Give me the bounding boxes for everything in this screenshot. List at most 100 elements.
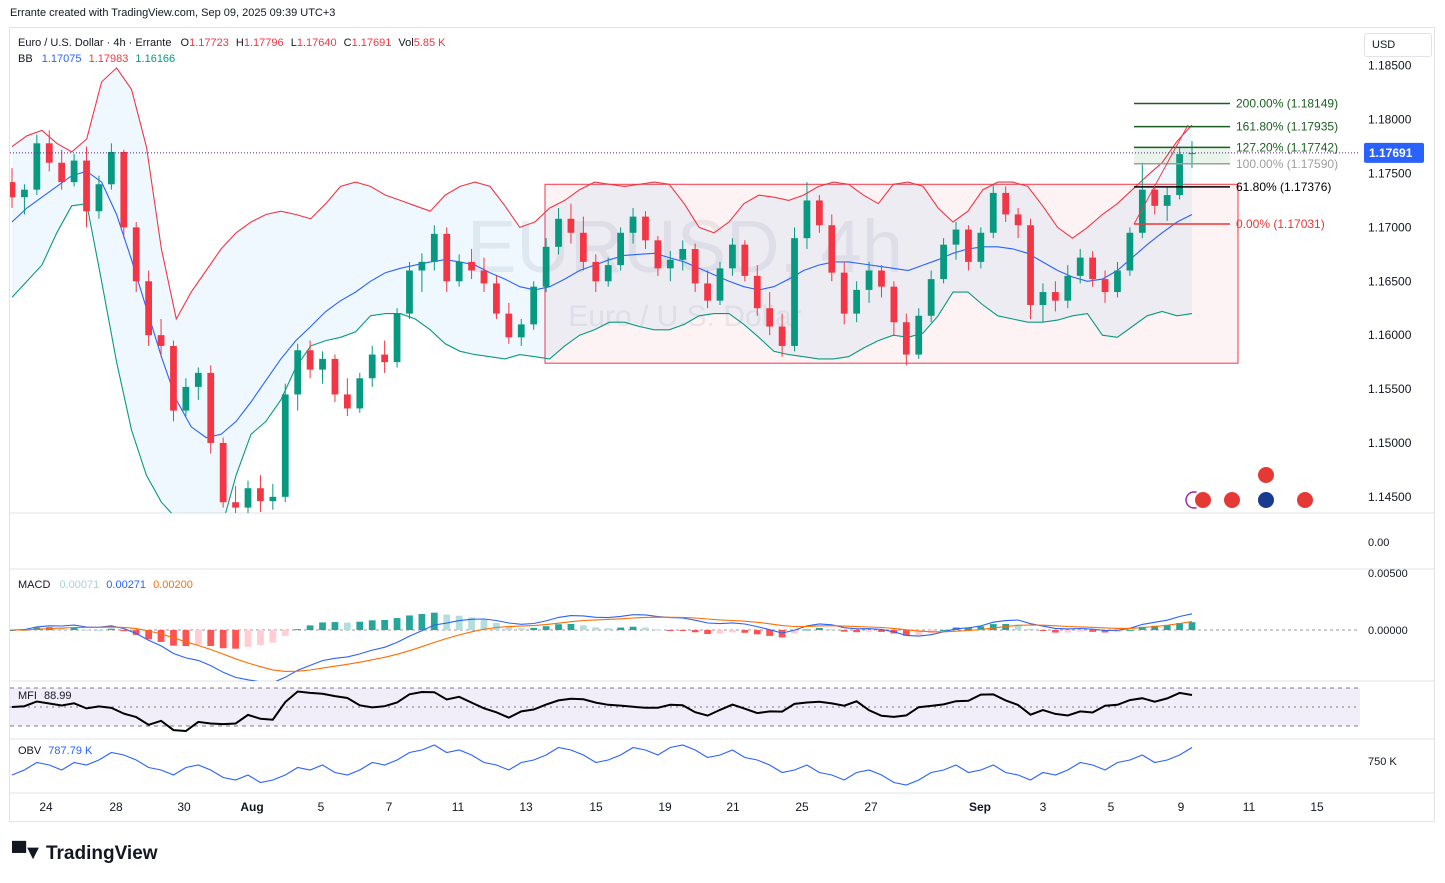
macd-histogram-bar [629,626,637,630]
time-tick-label: 21 [726,800,740,814]
candle-body [1188,153,1196,155]
candle-body [915,315,923,355]
us-flag-icon[interactable] [1193,490,1213,510]
candle-body [766,308,774,327]
us-flag-icon[interactable] [1295,490,1315,510]
macd-histogram-bar [965,627,972,630]
candle-body [182,386,190,411]
price-tick-label: 1.16500 [1368,274,1412,288]
candle-body [157,335,165,346]
candle-body [207,372,215,443]
macd-histogram-bar [1151,625,1159,630]
macd-histogram-bar [418,614,426,630]
candle-body [1114,270,1121,293]
macd-histogram-bar [654,629,662,631]
bb-lower-line [11,203,1193,513]
candle-body [219,442,227,503]
macd-line [11,613,1193,681]
fib-zone [1134,147,1230,164]
price-tick-label: 1.17500 [1368,167,1412,181]
economic-events[interactable] [1185,465,1315,510]
tradingview-logo-icon: ▀▼ [12,842,43,864]
candle-body [530,286,538,325]
macd-histogram-bar [1138,626,1146,630]
candle-body [592,261,600,282]
time-tick-label: 15 [1310,800,1324,814]
candle-body [1027,225,1034,305]
macd-histogram-bar [1027,628,1034,630]
candle-body [679,248,687,260]
last-price-badge [1364,142,1424,163]
eu-flag-icon[interactable] [1256,490,1276,510]
candle-body [1163,195,1171,206]
macd-signal-line [11,616,1193,672]
macd-histogram-bar [343,622,351,630]
macd-histogram-bar [182,630,190,647]
macd-histogram-bar [368,620,376,630]
candle-body [890,286,898,323]
macd-histogram-bar [840,630,848,632]
watermark-name: Euro / U.S. Dollar [568,300,801,333]
candle-body [965,229,972,262]
time-tick-label: 11 [1243,800,1256,814]
mfi-line [11,690,1193,733]
candle-body [455,261,463,282]
candle-body [58,162,66,183]
time-tick-label: 19 [658,800,672,814]
macd-histogram-bar [815,627,823,630]
time-tick-label: 15 [589,800,603,814]
us-flag-icon[interactable] [1256,465,1276,485]
candle-body [617,232,625,266]
candle-body [418,261,426,271]
candle-body [629,216,637,233]
macd-histogram-bar [642,627,649,630]
candle-body [791,238,798,346]
candle-body [95,184,103,212]
candle-body [107,151,115,185]
candle-body [281,394,289,497]
candle-body [493,283,500,314]
currency-selector[interactable]: USD [1364,33,1432,57]
bb-fill [12,67,1192,513]
fib-level-label: 161.80% (1.17935) [1236,120,1338,134]
brand-name: TradingView [45,842,158,864]
candle-body [952,229,960,245]
macd-histogram-bar [828,629,836,631]
macd-legend: MACD 0.00071 0.00271 0.00200 [18,579,193,591]
macd-histogram-bar [232,630,239,649]
candle-body [83,160,90,212]
macd-histogram-bar [219,630,227,649]
candle-body [70,160,78,183]
candle-body [393,313,401,363]
price-tick-label: 1.18000 [1368,113,1412,127]
candle-body [368,354,376,379]
candle-body [902,322,910,355]
volume-axis-label: 0.00 [1368,537,1389,549]
price-tick-label: 1.15000 [1368,436,1412,450]
time-tick-label: 9 [1178,800,1185,814]
time-tick-label: 7 [386,800,393,814]
fib-level-label: 0.00% (1.17031) [1236,217,1325,231]
tradingview-logo[interactable]: ▀▼ TradingView [12,842,158,865]
macd-histogram-bar [1114,630,1121,632]
candle-body [940,244,947,280]
macd-histogram-bar [505,626,513,630]
macd-histogram-bar [666,630,674,631]
macd-histogram-bar [865,630,873,632]
macd-histogram-bar [853,630,861,633]
candle-body [1064,275,1072,301]
candle-body [1101,279,1109,293]
attribution: Errante created with TradingView.com, Se… [10,7,336,19]
macd-histogram-bar [579,625,587,630]
candle-body [840,272,848,314]
macd-histogram-bar [132,630,140,635]
time-tick-label: Sep [969,800,991,814]
candle-body [567,218,575,233]
legend-title: Euro / U.S. Dollar · 4h · Errante [18,37,171,49]
macd-histogram-bar [1176,623,1183,630]
macd-histogram-bar [294,629,302,631]
macd-histogram-bar [542,626,550,630]
bb-upper-line [11,67,1193,321]
us-flag-icon[interactable] [1222,490,1242,510]
